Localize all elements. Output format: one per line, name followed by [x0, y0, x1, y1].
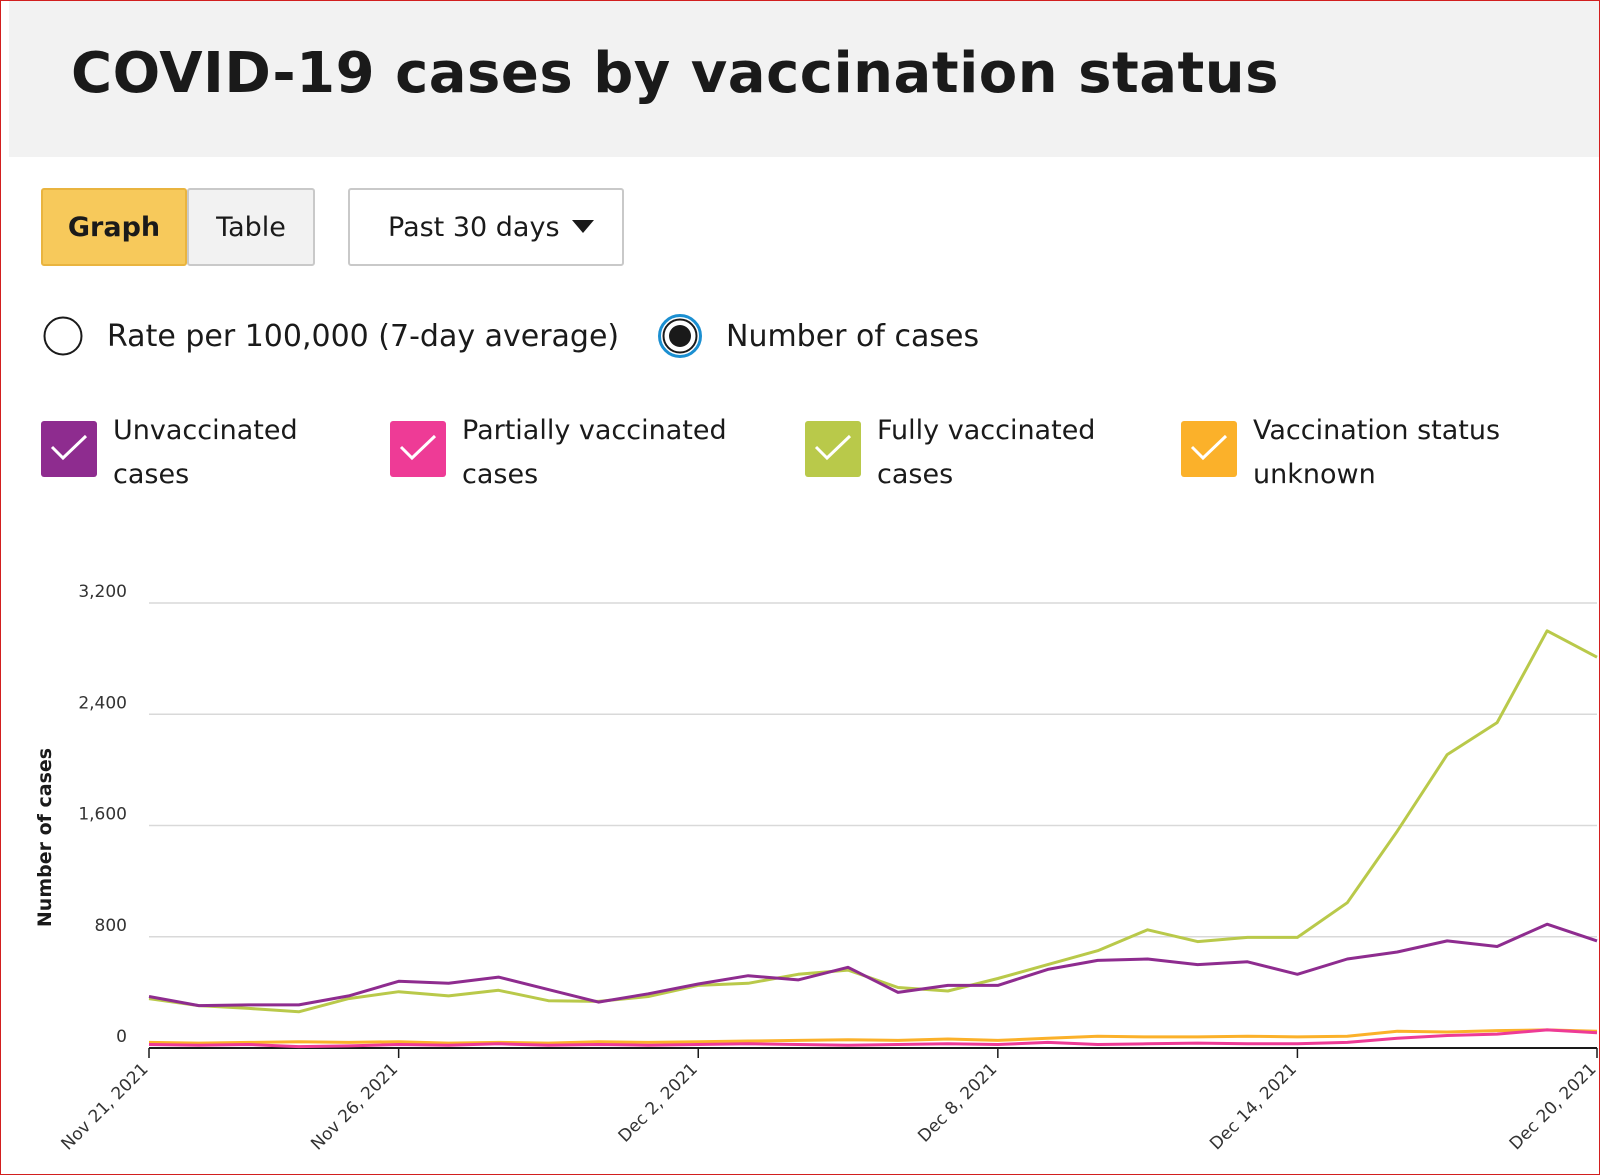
series-line-vaccination-status-unknown [148, 1028, 1598, 1045]
rate-radio-label: Rate per 100,000 (7-day average) [107, 318, 620, 354]
checkmark-icon [814, 434, 852, 461]
radio-selected-icon [658, 314, 702, 358]
y-tick-label: 2,400 [78, 693, 127, 713]
y-axis-title: Number of cases [34, 748, 56, 927]
legend-label: cases [877, 459, 954, 490]
time-range-dropdown[interactable]: Past 30 days [348, 188, 624, 266]
y-tick-label: 1,600 [78, 805, 127, 825]
x-tick-label: Nov 21, 2021 [58, 1059, 153, 1154]
x-tick-label: Dec 20, 2021 [1506, 1059, 1599, 1154]
x-tick-label: Dec 14, 2021 [1206, 1059, 1301, 1154]
graph-toggle-button[interactable]: Graph [41, 188, 187, 266]
legend-checkbox [805, 421, 861, 477]
count-radio-label: Number of cases [726, 318, 980, 354]
legend-checkbox [41, 421, 97, 477]
y-tick-label: 800 [95, 916, 127, 936]
x-tick-label: Dec 2, 2021 [615, 1059, 702, 1146]
y-tick-label: 0 [116, 1027, 127, 1047]
checkmark-icon [1190, 434, 1228, 461]
x-tick-label: Nov 26, 2021 [307, 1059, 402, 1154]
x-tick-label: Dec 8, 2021 [914, 1059, 1001, 1146]
radio-unselected-icon [43, 316, 83, 356]
page-title: COVID-19 cases by vaccination status [71, 41, 1279, 106]
legend-label: Vaccination status [1253, 415, 1501, 446]
y-tick-label: 3,200 [78, 582, 127, 602]
page-header: COVID-19 cases by vaccination status [9, 1, 1599, 157]
legend-label: Partially vaccinated [462, 415, 727, 446]
legend-label: cases [462, 459, 539, 490]
legend-label: Unvaccinated [113, 415, 298, 446]
table-toggle-button[interactable]: Table [187, 188, 315, 266]
caret-down-icon [572, 220, 594, 233]
line-chart: 0 800 1,600 2,400 3,200 Nov 21, 2021 Nov 26, … [34, 582, 1599, 1154]
checkmark-icon [399, 434, 437, 461]
rate-radio-option[interactable]: Rate per 100,000 (7-day average) [43, 311, 619, 361]
time-range-value: Past 30 days [388, 211, 560, 243]
legend-checkbox [1181, 421, 1237, 477]
series-line-unvaccinated-cases [148, 922, 1598, 1008]
legend-checkbox [390, 421, 446, 477]
legend-label: cases [113, 459, 190, 490]
series-line-partially-vaccinated-cases [148, 1028, 1598, 1049]
count-radio-option[interactable]: Number of cases [658, 311, 979, 361]
legend-label: unknown [1253, 459, 1376, 490]
legend-label: Fully vaccinated [877, 415, 1096, 446]
checkmark-icon [50, 434, 88, 461]
